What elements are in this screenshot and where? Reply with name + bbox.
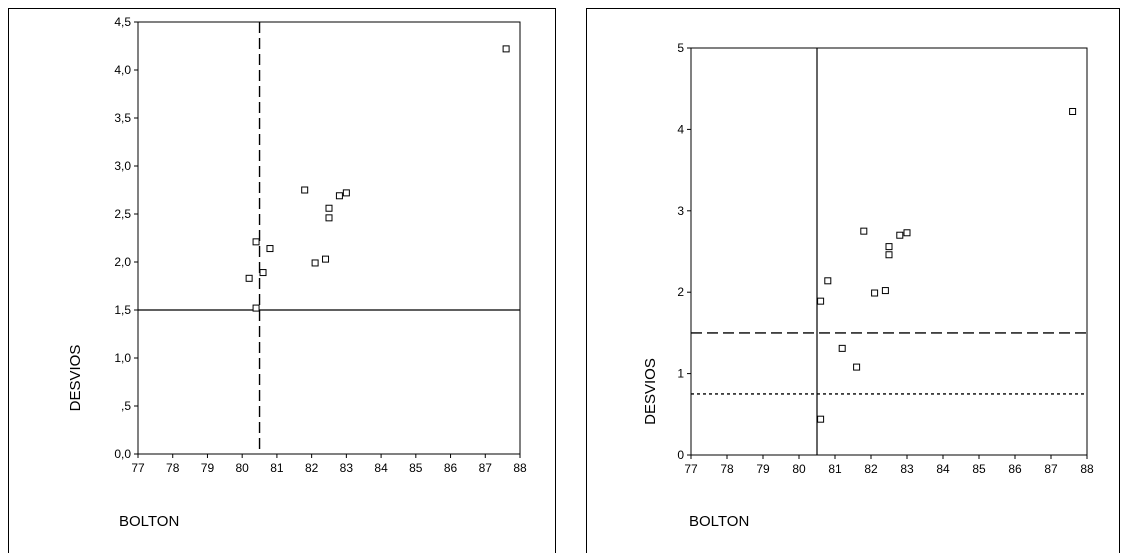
- data-point: [896, 231, 904, 239]
- data-point: [853, 363, 861, 371]
- data-point: [817, 415, 825, 423]
- y-tick-label: 0: [677, 448, 684, 462]
- y-tick-label: 4,5: [114, 15, 131, 29]
- data-point: [860, 227, 868, 235]
- data-point: [325, 204, 333, 212]
- x-tick-label: 88: [1080, 462, 1094, 476]
- y-tick-label: 2: [677, 285, 684, 299]
- data-point: [342, 189, 350, 197]
- x-tick-label: 83: [900, 462, 914, 476]
- x-tick-label: 78: [720, 462, 734, 476]
- plot-frame: [137, 21, 521, 455]
- y-tick-label: 0,0: [114, 447, 131, 461]
- y-axis-label: DESVIOS: [642, 358, 659, 425]
- data-point: [301, 186, 309, 194]
- x-tick-label: 80: [792, 462, 806, 476]
- x-tick-label: 83: [340, 461, 354, 475]
- y-axis-label: DESVIOS: [67, 345, 84, 412]
- data-point: [335, 192, 343, 200]
- x-tick-label: 80: [236, 461, 250, 475]
- y-tick-label: 5: [677, 41, 684, 55]
- data-point: [325, 214, 333, 222]
- data-point: [838, 344, 846, 352]
- y-tick-label: 1,0: [114, 351, 131, 365]
- y-tick-label: ,5: [121, 399, 131, 413]
- x-tick-label: 82: [864, 462, 878, 476]
- x-tick-label: 77: [684, 462, 698, 476]
- y-tick-label: 4: [677, 122, 684, 136]
- y-tick-label: 3,5: [114, 111, 131, 125]
- data-point: [903, 229, 911, 237]
- data-point: [502, 45, 510, 53]
- x-tick-label: 81: [828, 462, 842, 476]
- y-tick-label: 3: [677, 204, 684, 218]
- right-chart-panel: 77 78 79 80 81 82 83 84 85 86 87 88 0 1 2 3 4 5 DESVIOS BOL…: [586, 8, 1120, 553]
- y-tick-label: 2,5: [114, 207, 131, 221]
- x-tick-label: 85: [972, 462, 986, 476]
- x-tick-label: 87: [479, 461, 493, 475]
- x-tick-label: 79: [756, 462, 770, 476]
- y-tick-label: 1: [677, 367, 684, 381]
- x-axis-label: BOLTON: [689, 513, 749, 530]
- x-tick-label: 77: [131, 461, 145, 475]
- y-tick-label: 4,0: [114, 63, 131, 77]
- x-tick-label: 78: [166, 461, 180, 475]
- x-tick-label: 82: [305, 461, 319, 475]
- x-tick-label: 86: [1008, 462, 1022, 476]
- data-point: [885, 243, 893, 251]
- data-point: [881, 287, 889, 295]
- x-tick-label: 84: [936, 462, 950, 476]
- data-point: [252, 238, 260, 246]
- data-point: [824, 277, 832, 285]
- data-point: [817, 297, 825, 305]
- data-point: [871, 289, 879, 297]
- data-point: [311, 259, 319, 267]
- x-axis-label: BOLTON: [119, 513, 179, 530]
- left-scatter-chart: 77 78 79 80 81 82 83 84 85 86 87 88 0,0 ,5 1,0 1,5 2,0 2,…: [67, 15, 527, 530]
- x-tick-label: 86: [444, 461, 458, 475]
- data-point: [259, 269, 267, 277]
- x-tick-label: 81: [270, 461, 284, 475]
- data-point: [885, 251, 893, 259]
- x-tick-label: 84: [374, 461, 388, 475]
- x-tick-label: 79: [201, 461, 215, 475]
- y-tick-label: 3,0: [114, 159, 131, 173]
- y-tick-label: 1,5: [114, 303, 131, 317]
- data-point: [245, 274, 253, 282]
- data-point: [266, 245, 274, 253]
- x-tick-label: 85: [409, 461, 423, 475]
- data-point: [322, 255, 330, 263]
- x-tick-label: 87: [1044, 462, 1058, 476]
- x-tick-label: 88: [513, 461, 527, 475]
- right-scatter-chart: 77 78 79 80 81 82 83 84 85 86 87 88 0 1 2 3 4 5 DESVIOS BOL…: [642, 41, 1094, 530]
- y-tick-label: 2,0: [114, 255, 131, 269]
- left-chart-panel: 77 78 79 80 81 82 83 84 85 86 87 88 0,0 ,5 1,0 1,5 2,0 2,…: [8, 8, 556, 553]
- data-point: [252, 304, 260, 312]
- plot-frame: [690, 47, 1088, 456]
- data-point: [1069, 107, 1077, 115]
